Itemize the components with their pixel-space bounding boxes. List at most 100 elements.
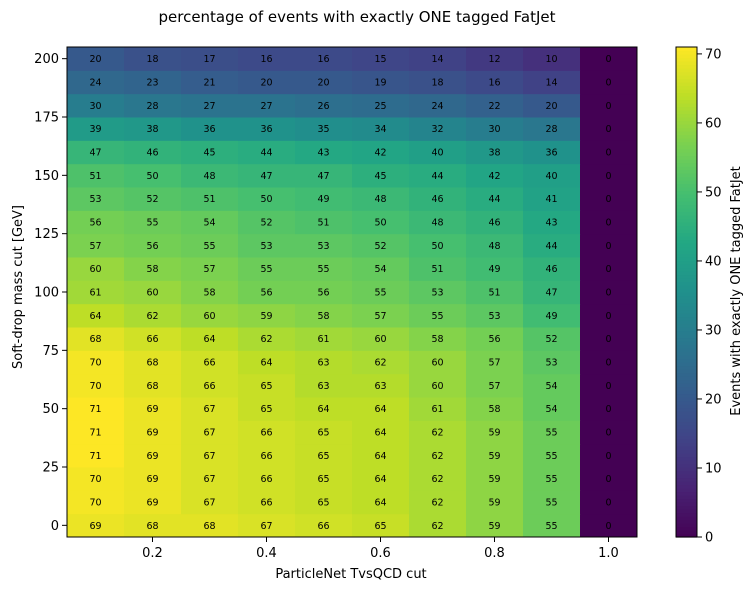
heatmap-cell [409,373,467,398]
cell-value-label: 21 [203,78,215,89]
colorbar-segment [676,358,697,363]
colorbar-segment [676,288,697,293]
heatmap-cell [409,303,467,328]
heatmap-cell [181,303,239,328]
heatmap-cell [238,187,296,211]
cell-value-label: 61 [431,404,443,415]
cell-value-label: 69 [146,474,158,485]
heatmap-cell [181,327,239,351]
colorbar-segment [676,509,697,514]
cell-value-label: 67 [203,498,215,509]
colorbar-segment [676,110,697,115]
cell-value-label: 56 [89,218,101,229]
cell-value-label: 55 [545,428,557,439]
colorbar-segment [676,180,697,185]
colorbar-segment [676,533,697,538]
heatmap-cell [238,420,296,445]
cell-value-label: 62 [431,498,443,509]
cell-value-label: 0 [605,78,611,89]
colorbar-segment [676,299,697,304]
heatmap-cell [523,397,581,421]
heatmap-cell [238,397,296,421]
heatmap-cell [580,327,638,351]
heatmap-cell [238,210,296,235]
colorbar-ticks: 0 10 20 30 40 50 60 70 [697,47,722,546]
y-tick-label: 75 [42,344,59,359]
colorbar-segment [676,169,697,174]
cell-value-label: 71 [89,451,101,462]
heatmap-cell [295,210,353,235]
colorbar-segment [676,292,697,297]
cell-value-label: 53 [260,241,272,252]
cell-value-label: 51 [89,171,101,182]
colorbar-segment [676,183,697,188]
colorbar-segment [676,103,697,108]
colorbar-segment [676,68,697,73]
heatmap-cell [124,187,182,211]
cell-value-label: 25 [374,101,386,112]
colorbar-segment [676,117,697,122]
heatmap-cell [124,210,182,235]
cell-value-label: 55 [374,288,386,299]
heatmap-cell [352,233,410,258]
cell-value-label: 62 [146,311,158,322]
cell-value-label: 53 [89,194,101,205]
cell-value-label: 53 [317,241,329,252]
heatmap-cell [238,443,296,468]
cell-value-label: 52 [545,334,557,345]
heatmap-cell [352,280,410,305]
colorbar-segment [676,523,697,528]
colorbar-segment [676,208,697,213]
heatmap-cell [409,280,467,305]
colorbar-segment [676,253,697,258]
cell-value-label: 55 [260,264,272,275]
colorbar-frame [675,46,698,538]
cell-value-label: 0 [605,218,611,229]
colorbar-segment [676,57,697,62]
colorbar-segment [676,362,697,367]
cell-value-label: 44 [260,148,272,159]
heatmap-cell [124,350,182,375]
y-tick-label: 150 [34,169,59,184]
heatmap-cell [181,420,239,445]
colorbar-segment [676,365,697,370]
cell-value-label: 16 [260,54,272,65]
cell-value-label: 64 [374,451,386,462]
cell-value-label: 64 [374,474,386,485]
colorbar-segment [676,386,697,391]
cell-value-label: 64 [317,404,329,415]
colorbar-segment [676,285,697,290]
colorbar-segment [676,390,697,395]
cell-value-label: 67 [203,404,215,415]
heatmap-cell [409,513,467,538]
cell-value-label: 20 [545,101,557,112]
heatmap-cell [466,397,524,421]
colorbar-segment [676,306,697,311]
colorbar-segment [676,173,697,178]
colorbar-segment [676,61,697,66]
cell-value-label: 0 [605,241,611,252]
cell-value-label: 30 [488,124,500,135]
heatmap-cell [181,233,239,258]
heatmap-cell [466,70,524,95]
cell-value-label: 66 [260,474,272,485]
cell-value-label: 0 [605,311,611,322]
x-tick-label: 1.0 [598,546,619,561]
cell-value-label: 0 [605,124,611,135]
heatmap-cell [523,350,581,375]
heatmap-cell [523,257,581,281]
colorbar-segment [676,477,697,482]
heatmap-cell [523,467,581,491]
colorbar-segment [676,456,697,461]
colorbar-segment [676,439,697,444]
colorbar-segment [676,218,697,223]
x-tick-label: 0.4 [256,546,277,561]
colorbar-segment [676,267,697,272]
cell-value-label: 14 [545,78,557,89]
heatmap-cell [466,303,524,328]
cell-value-label: 49 [488,264,500,275]
cell-value-label: 0 [605,54,611,65]
cell-value-label: 62 [431,474,443,485]
cell-value-label: 27 [260,101,272,112]
heatmap-cell [352,467,410,491]
